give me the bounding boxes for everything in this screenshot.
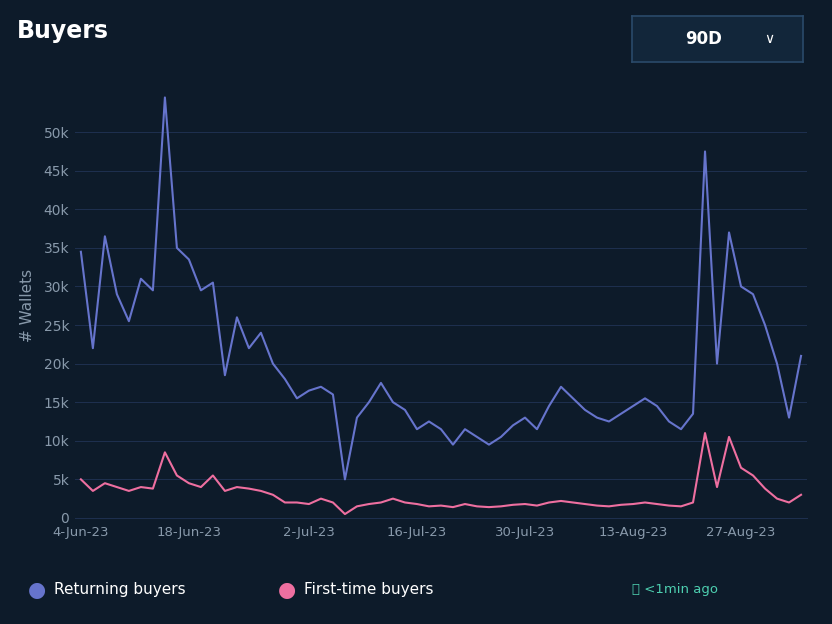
Text: 90D: 90D <box>686 30 722 48</box>
Text: First-time buyers: First-time buyers <box>304 582 433 597</box>
Text: ●: ● <box>28 580 47 600</box>
Text: Buyers: Buyers <box>17 19 109 42</box>
Text: ●: ● <box>278 580 296 600</box>
Y-axis label: # Wallets: # Wallets <box>20 269 35 343</box>
Text: ∨: ∨ <box>764 32 774 46</box>
Text: Returning buyers: Returning buyers <box>54 582 186 597</box>
Text: ⌛ <1min ago: ⌛ <1min ago <box>632 583 718 596</box>
